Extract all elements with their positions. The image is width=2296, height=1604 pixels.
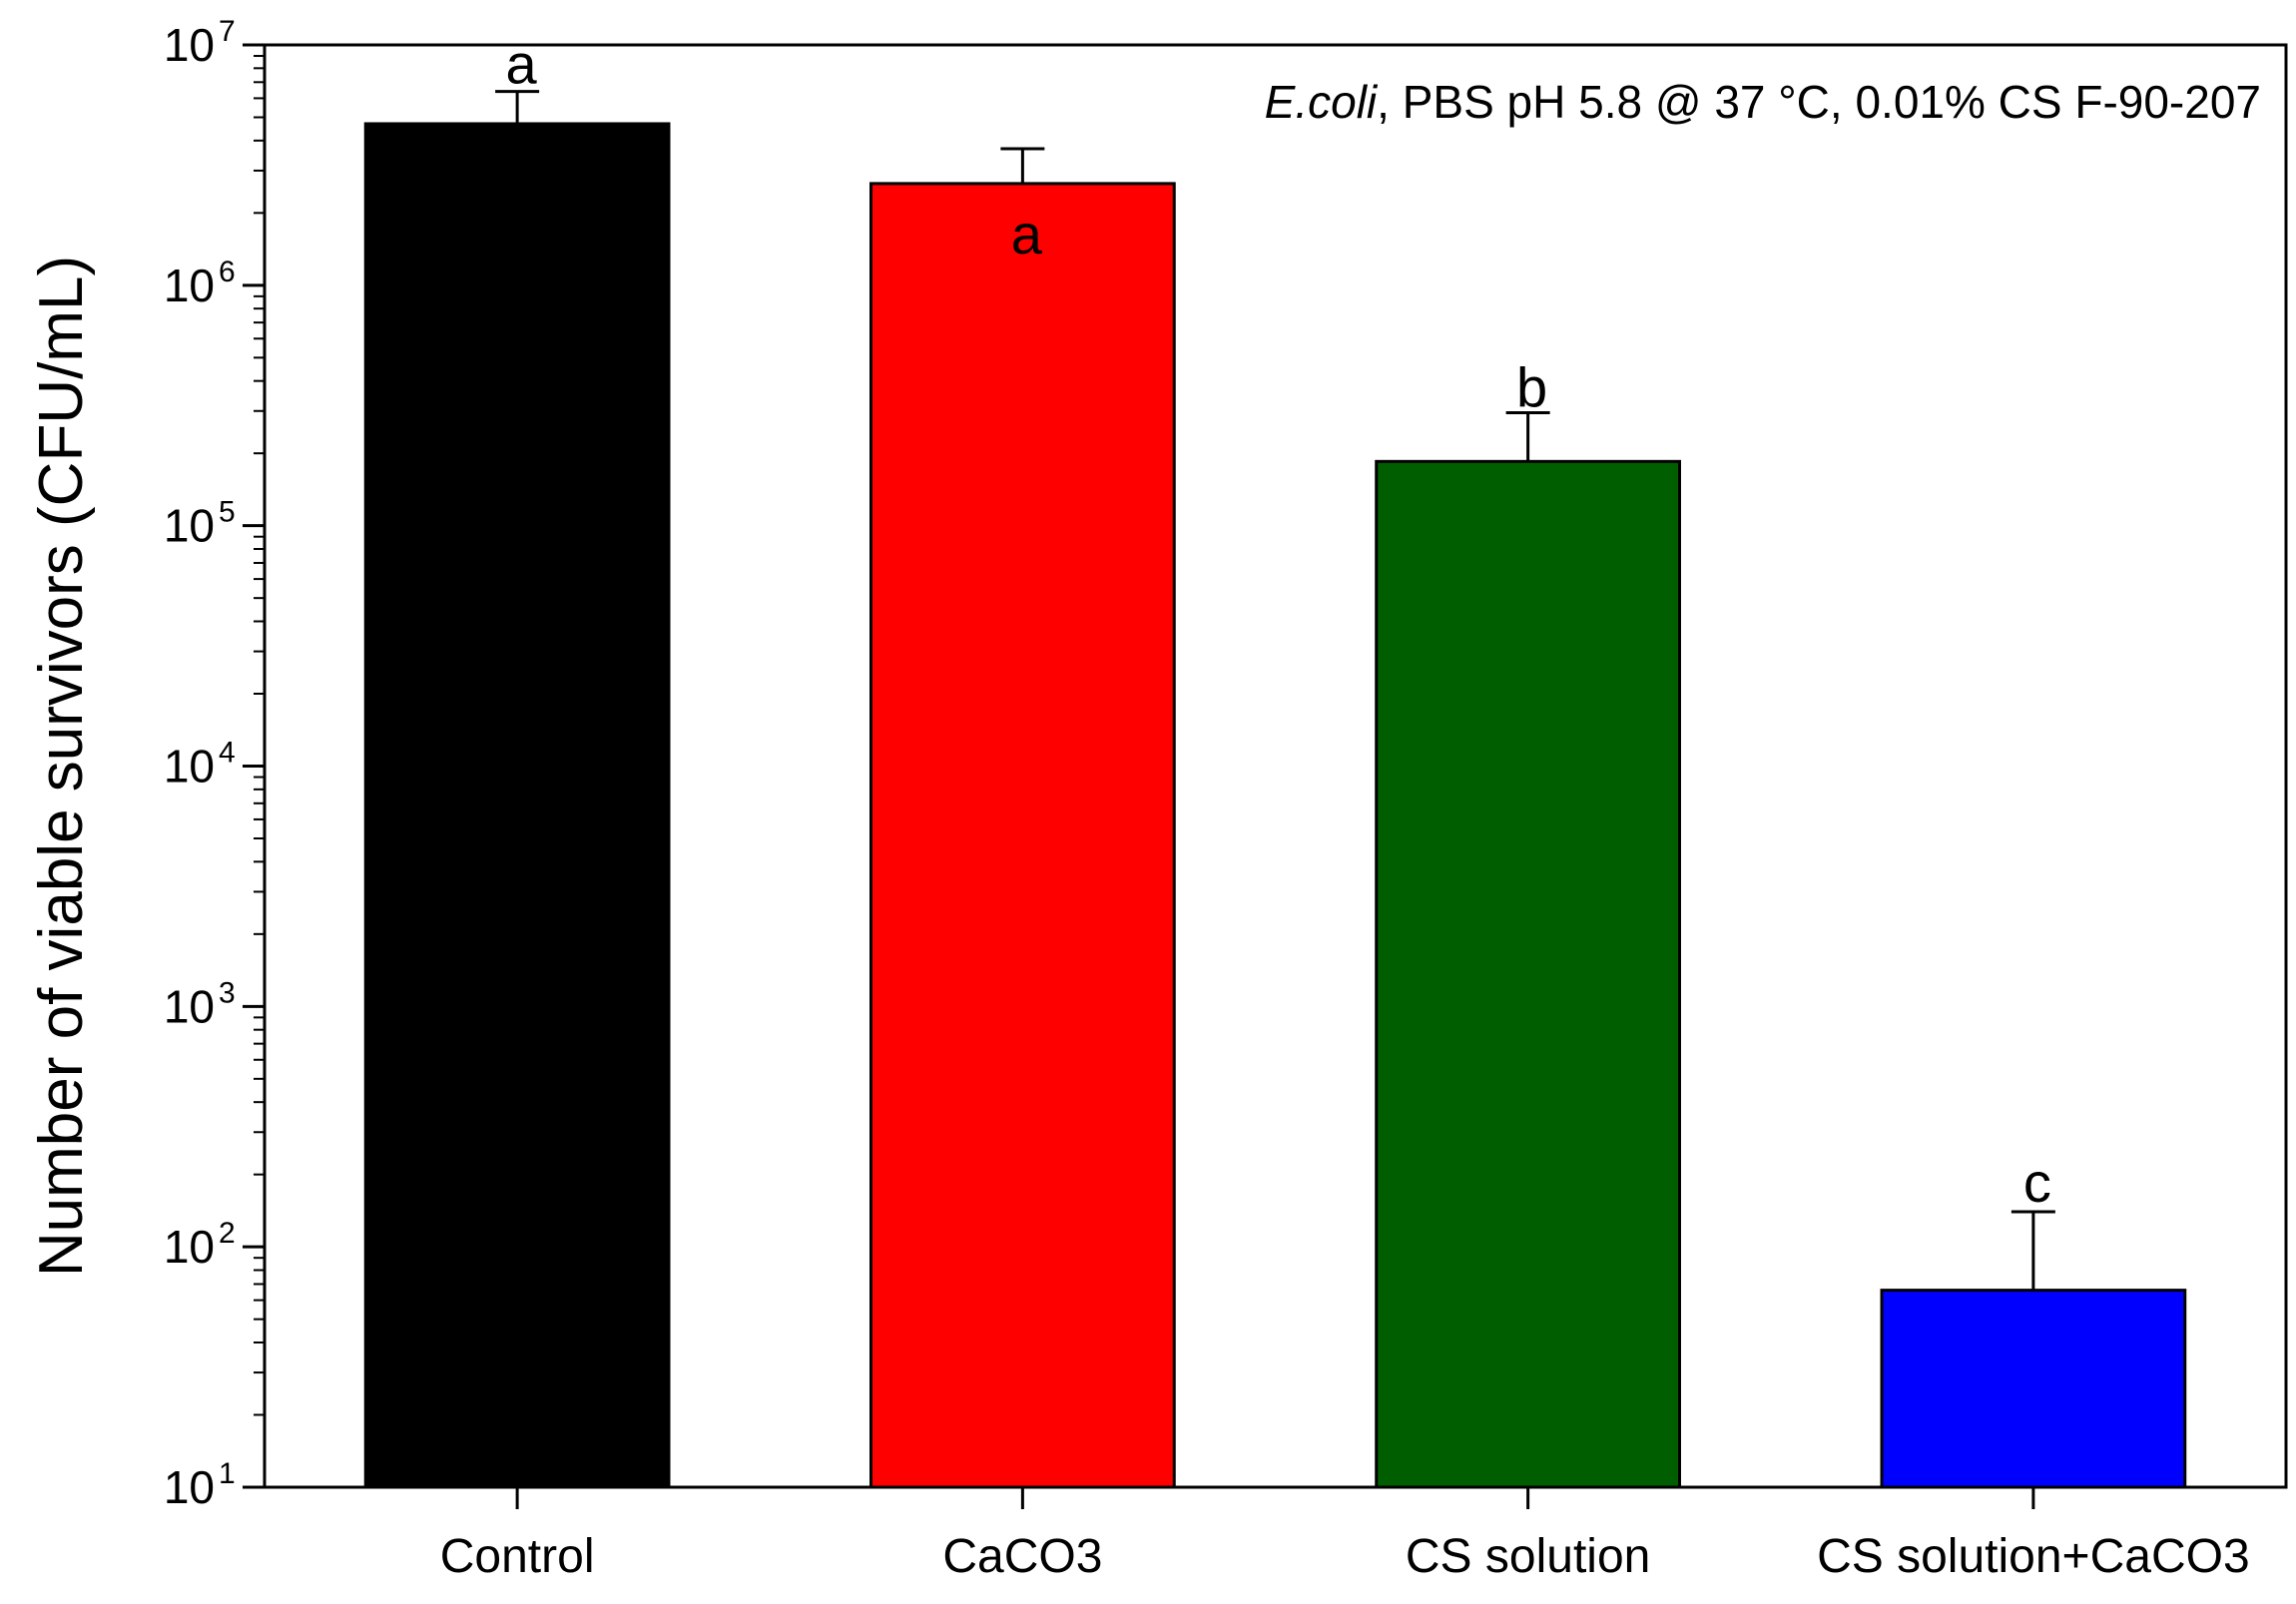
bar-caco3	[869, 182, 1176, 1489]
significance-letter: a	[506, 33, 538, 96]
y-tick-exponent: 2	[219, 1217, 236, 1250]
bar-cs-solution	[1375, 459, 1681, 1489]
annotation-conditions: , PBS pH 5.8 @ 37 °C, 0.01% CS F-90-207	[1377, 76, 2261, 128]
bars-layer	[363, 122, 2187, 1489]
significance-letter: b	[1516, 356, 1547, 419]
bar-control	[363, 122, 671, 1489]
y-tick-label: 10	[164, 19, 215, 71]
x-category-label: CS solution	[1406, 1530, 1650, 1583]
x-axis-ticks: Control CaCO3 CS solution CS solution+CaCO3	[440, 1487, 2250, 1583]
error-bars-layer	[495, 90, 2055, 1291]
chart-annotation: E.coli, PBS pH 5.8 @ 37 °C, 0.01% CS F-9…	[1265, 76, 2261, 128]
y-tick-label: 10	[164, 980, 215, 1032]
y-tick-exponent: 4	[219, 737, 236, 770]
x-category-label: CaCO3	[942, 1530, 1102, 1583]
significance-letter: c	[2023, 1151, 2051, 1214]
y-tick-label: 10	[164, 1221, 215, 1273]
y-axis-label: Number of viable survivors (CFU/mL)	[27, 256, 96, 1277]
bar-cs-solution-caco3	[1880, 1289, 2187, 1489]
y-tick-exponent: 3	[219, 976, 236, 1009]
y-tick-exponent: 1	[219, 1457, 236, 1490]
y-tick-exponent: 6	[219, 256, 236, 288]
x-category-label: Control	[440, 1530, 595, 1583]
y-tick-label: 10	[164, 500, 215, 552]
y-tick-exponent: 5	[219, 496, 236, 529]
x-category-label: CS solution+CaCO3	[1817, 1530, 2250, 1583]
y-tick-exponent: 7	[219, 15, 236, 48]
significance-letter: a	[1011, 203, 1043, 266]
y-tick-label: 10	[164, 260, 215, 311]
significance-letters: a a b c	[506, 33, 2051, 1214]
y-tick-label: 10	[164, 741, 215, 793]
y-tick-label: 10	[164, 1461, 215, 1513]
annotation-organism: E.coli	[1265, 76, 1379, 128]
